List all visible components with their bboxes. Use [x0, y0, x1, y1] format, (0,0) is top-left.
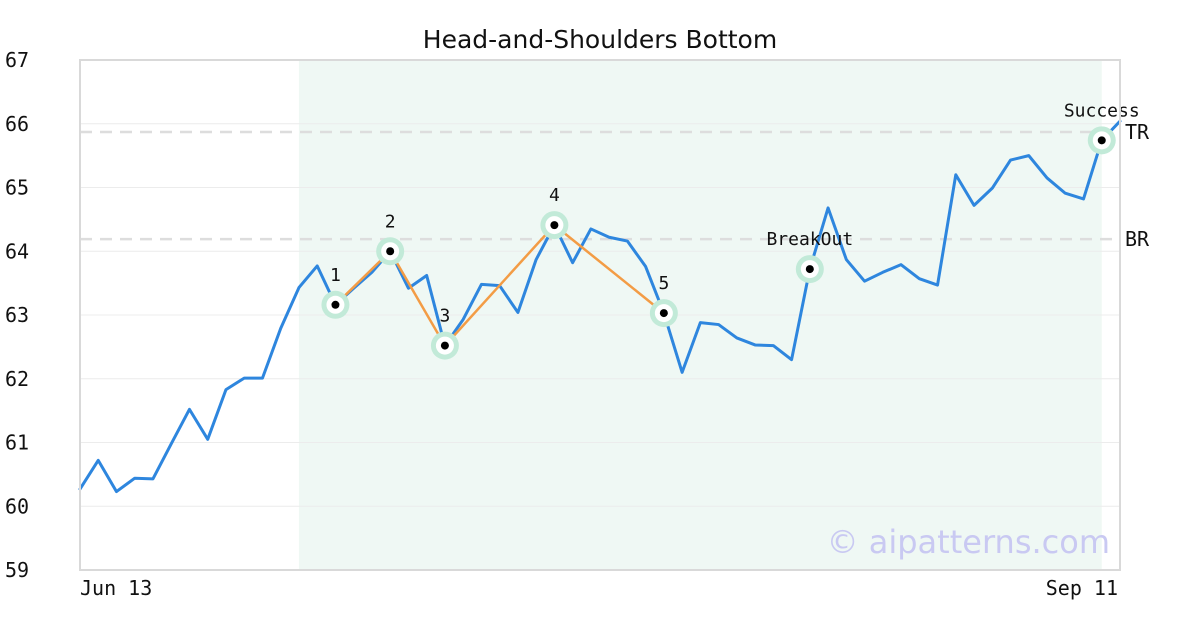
pattern-point-2-dot — [386, 247, 395, 256]
level-label-tr: TR — [1125, 120, 1150, 144]
y-tick-63: 63 — [5, 303, 29, 327]
y-tick-59: 59 — [5, 558, 29, 582]
pattern-point-1-dot — [331, 300, 340, 309]
event-success-dot — [1097, 136, 1106, 145]
pattern-point-2-label: 2 — [385, 211, 396, 232]
y-tick-64: 64 — [5, 239, 29, 263]
y-tick-60: 60 — [5, 494, 29, 518]
y-tick-62: 62 — [5, 367, 29, 391]
level-label-br: BR — [1125, 227, 1150, 251]
pattern-point-4-label: 4 — [549, 185, 560, 206]
pattern-point-1-label: 1 — [330, 265, 341, 286]
event-breakout-label: BreakOut — [766, 229, 853, 250]
event-success-label: Success — [1064, 100, 1140, 121]
pattern-point-3-dot — [440, 341, 449, 350]
y-tick-66: 66 — [5, 112, 29, 136]
pattern-point-3-label: 3 — [439, 306, 450, 327]
y-tick-67: 67 — [5, 48, 29, 72]
pattern-point-4-dot — [550, 221, 559, 230]
pattern-point-5-label: 5 — [658, 273, 669, 294]
y-tick-65: 65 — [5, 176, 29, 200]
watermark: © aipatterns.com — [827, 523, 1110, 561]
x-tick-end: Sep 11 — [1046, 576, 1118, 600]
y-tick-61: 61 — [5, 431, 29, 455]
event-breakout-dot — [805, 265, 814, 274]
x-tick-start: Jun 13 — [80, 576, 152, 600]
chart-title: Head-and-Shoulders Bottom — [423, 25, 777, 54]
plot-frame — [79, 59, 1121, 571]
pattern-point-5-dot — [659, 309, 668, 318]
price-series-line — [78, 119, 1122, 494]
